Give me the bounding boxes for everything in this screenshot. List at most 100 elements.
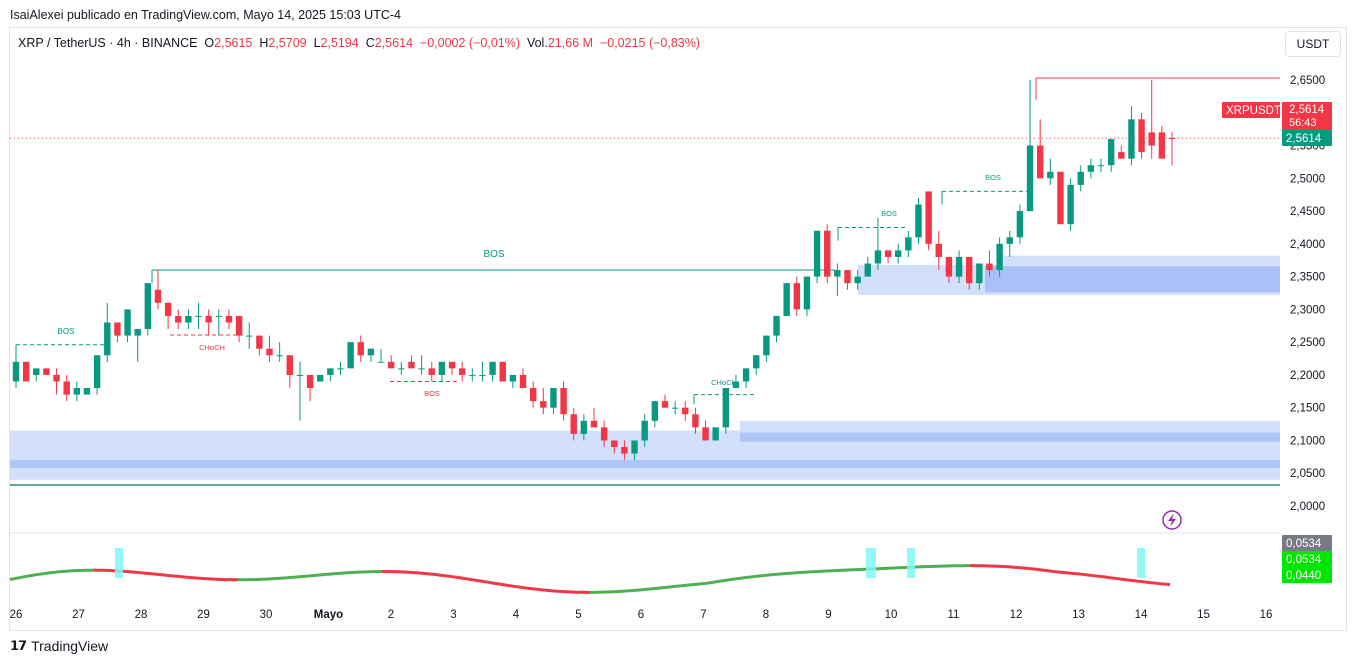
- oscillator-segment: [737, 576, 743, 581]
- oscillator-segment: [725, 578, 731, 582]
- oscillator-segment: [705, 581, 711, 585]
- candle-body: [874, 250, 882, 264]
- high-label: H: [259, 36, 269, 50]
- candle-body: [519, 374, 527, 389]
- bos-label-1: BOS: [58, 327, 75, 336]
- x-tick-label: 29: [197, 609, 210, 621]
- candle-body: [246, 335, 253, 337]
- oscillator-segment: [13, 576, 19, 581]
- candle-body: [225, 315, 233, 323]
- candle-body: [83, 388, 91, 395]
- oscillator-segment: [465, 577, 471, 581]
- oscillator-segment: [729, 577, 735, 582]
- candle-body: [631, 440, 638, 454]
- close-label: C: [365, 36, 375, 50]
- bos-main-label: BOS: [483, 249, 504, 260]
- x-tick-label: 26: [10, 609, 23, 621]
- candle-body: [945, 256, 953, 277]
- high-value: 2,5709: [268, 36, 307, 50]
- last-price-tag: 2,5614: [1289, 104, 1325, 116]
- candle-body: [114, 322, 121, 336]
- x-tick-label: 27: [72, 609, 85, 621]
- price-axis: 2,65002,60002,55002,50002,45002,40002,35…: [1290, 75, 1325, 513]
- x-tick-label: 10: [885, 609, 898, 621]
- choch-red-label: CHoCH: [199, 343, 225, 352]
- candle-body: [641, 420, 648, 441]
- x-tick-label: 9: [825, 609, 831, 621]
- oscillator-pane: [9, 548, 1171, 594]
- candle-body: [469, 374, 476, 376]
- oscillator-segment: [29, 573, 35, 578]
- candle-body: [803, 276, 811, 310]
- osc-top-tag: 0,0534: [1286, 538, 1322, 550]
- candle-body: [793, 283, 801, 310]
- oscillator-segment: [513, 584, 519, 589]
- x-tick-label: 5: [575, 609, 581, 621]
- x-tick-label: Mayo: [314, 609, 343, 621]
- footer-brand[interactable]: 𝟭𝟳 TradingView: [10, 638, 108, 654]
- y-tick-label: 2,4000: [1290, 239, 1325, 251]
- oscillator-segment: [733, 577, 739, 581]
- time-axis: 26 27 28 29 30 Mayo 2 3 4 5 6 7 8 9 10 11 12 13 14 15 16: [10, 532, 1280, 621]
- x-tick-label: 12: [1010, 609, 1023, 621]
- candle-body: [1067, 184, 1074, 225]
- oscillator-segment: [21, 574, 27, 579]
- candle-body: [134, 329, 141, 336]
- oscillator-segment: [505, 583, 511, 588]
- osc-low-tag: 0,0440: [1286, 570, 1321, 582]
- x-tick-label: 8: [763, 609, 769, 621]
- candle-body: [1107, 138, 1115, 166]
- demand-zone-lower-ext: [740, 420, 1280, 431]
- candle-body: [408, 361, 415, 369]
- candle-body: [144, 283, 152, 330]
- oscillator-segment: [1049, 569, 1055, 574]
- candle-body: [600, 427, 608, 441]
- oscillator-segment: [1117, 577, 1123, 581]
- candle-body: [337, 368, 344, 370]
- candle-body: [1057, 171, 1064, 225]
- candle-body: [570, 414, 577, 434]
- x-tick-label: 14: [1135, 609, 1148, 621]
- x-tick-label: 2: [388, 609, 394, 621]
- bos-red-label: BOS: [424, 389, 440, 398]
- last-price-tag-bg: [1282, 102, 1332, 130]
- candle-body: [479, 374, 486, 376]
- candle-body: [955, 256, 963, 277]
- candle-body: [357, 342, 364, 356]
- tradingview-logo-icon: 𝟭𝟳: [10, 638, 27, 653]
- oscillator-segment: [489, 581, 495, 585]
- candle-body: [418, 368, 425, 370]
- oscillator-segment: [9, 577, 15, 582]
- candle-body: [996, 243, 1003, 271]
- candle-body: [317, 374, 324, 382]
- oscillator-segment: [461, 576, 467, 581]
- y-tick-label: 2,5000: [1290, 173, 1325, 185]
- x-tick-label: 6: [638, 609, 644, 621]
- change-value: −0,0002 (−0,01%): [419, 36, 520, 50]
- candle-body: [692, 414, 699, 428]
- oscillator-segment: [1109, 576, 1115, 580]
- demand-zone-upper-ext: [1000, 255, 1280, 265]
- oscillator-segment: [1121, 577, 1127, 582]
- x-tick-label: 15: [1197, 609, 1210, 621]
- choch-green-label: CHoCH: [711, 378, 737, 387]
- x-tick-label: 16: [1260, 609, 1273, 621]
- candle-body: [976, 263, 983, 284]
- oscillator-segment: [1045, 569, 1051, 573]
- oscillator-segment: [453, 575, 459, 580]
- candle-body: [215, 315, 223, 317]
- oscillator-signal-bar: [866, 548, 876, 578]
- candle-body: [854, 276, 861, 284]
- candle-body: [540, 401, 547, 408]
- oscillator-segment: [45, 571, 51, 575]
- candle-body: [235, 315, 243, 336]
- currency-button[interactable]: USDT: [1285, 31, 1341, 57]
- open-label: O: [204, 36, 215, 50]
- candle-body: [195, 315, 202, 317]
- symbol-title: XRP / TetherUS · 4h · BINANCE: [18, 36, 198, 50]
- candle-body: [732, 381, 740, 389]
- candle-body: [428, 368, 435, 375]
- candle-body: [276, 355, 283, 357]
- candle-body: [33, 368, 40, 375]
